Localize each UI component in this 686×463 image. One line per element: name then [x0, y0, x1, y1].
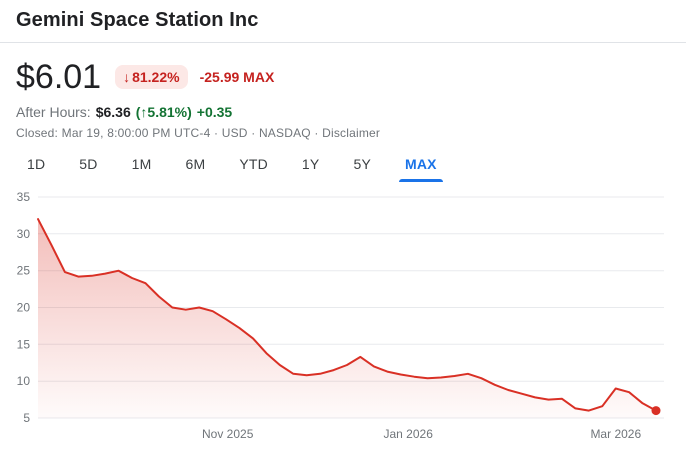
change-period: MAX [243, 69, 275, 85]
market-status-row: Closed: Mar 19, 8:00:00 PM UTC-4 · USD ·… [16, 126, 670, 140]
last-price-dot [651, 406, 661, 416]
tab-6m[interactable]: 6M [168, 149, 222, 182]
after-hours-price: $6.36 [95, 104, 131, 120]
x-axis-label: Mar 2026 [590, 427, 641, 441]
after-hours-change-absolute: +0.35 [196, 104, 233, 120]
tab-1m-label: 1M [131, 156, 152, 172]
stock-chart-svg[interactable]: 5 10 15 20 25 30 35 Nov 2025 Jan 2026 Mar 2026 [0, 183, 686, 453]
y-axis-label: 25 [17, 264, 31, 278]
y-axis-label: 20 [17, 301, 31, 315]
tab-ytd-label: YTD [239, 156, 268, 172]
tab-1d-label: 1D [27, 156, 46, 172]
change-absolute: -25.99 MAX [200, 69, 275, 85]
tab-5d[interactable]: 5D [62, 149, 114, 182]
x-axis-label: Jan 2026 [384, 427, 434, 441]
after-hours-row: After Hours: $6.36 (↑5.81%) +0.35 [16, 104, 670, 120]
price-area [38, 219, 656, 418]
y-axis-label: 10 [17, 374, 31, 388]
change-percent-badge: ↓ 81.22% [115, 65, 188, 89]
tab-1y-label: 1Y [301, 156, 320, 172]
tab-max[interactable]: MAX [388, 149, 454, 182]
price-row: $6.01 ↓ 81.22% -25.99 MAX [16, 60, 670, 94]
current-price: $6.01 [16, 58, 102, 96]
tab-5y[interactable]: 5Y [336, 149, 388, 182]
tab-max-label: MAX [404, 156, 437, 172]
tab-ytd[interactable]: YTD [222, 149, 285, 182]
tab-5d-label: 5D [79, 156, 98, 172]
tab-1m[interactable]: 1M [115, 149, 169, 182]
market-status-text: Closed: Mar 19, 8:00:00 PM UTC-4 · USD ·… [16, 126, 319, 140]
tab-6m-label: 6M [185, 156, 206, 172]
quote-section: $6.01 ↓ 81.22% -25.99 MAX After Hours: $… [0, 43, 686, 140]
y-axis-label: 30 [17, 227, 31, 241]
tab-1d[interactable]: 1D [10, 149, 62, 182]
tab-1y[interactable]: 1Y [285, 149, 337, 182]
after-hours-label: After Hours: [16, 104, 91, 120]
y-axis-label: 35 [17, 190, 31, 204]
arrow-down-icon: ↓ [123, 69, 131, 85]
price-chart[interactable]: 5 10 15 20 25 30 35 Nov 2025 Jan 2026 Mar 2026 [0, 183, 686, 453]
header: Gemini Space Station Inc [0, 0, 686, 43]
x-axis-label: Nov 2025 [202, 427, 254, 441]
tab-5y-label: 5Y [353, 156, 371, 172]
time-range-tabs: 1D 5D 1M 6M YTD 1Y 5Y MAX [0, 149, 686, 182]
y-axis-label: 5 [23, 411, 30, 425]
price-line [37, 218, 657, 412]
company-name: Gemini Space Station Inc [16, 9, 259, 31]
change-percent: 81.22% [132, 69, 180, 85]
change-absolute-value: -25.99 [199, 69, 240, 85]
y-axis-label: 15 [17, 337, 31, 351]
disclaimer-link[interactable]: Disclaimer [322, 126, 381, 140]
after-hours-change-percent: (↑5.81%) [135, 104, 192, 120]
